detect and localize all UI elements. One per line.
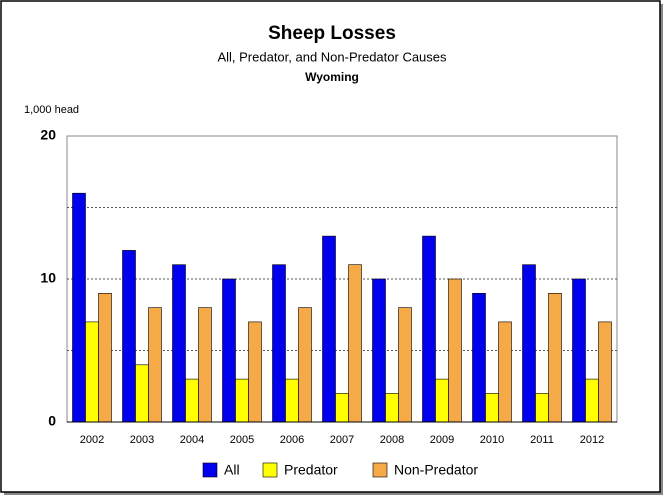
legend-label: All bbox=[224, 462, 240, 478]
bar bbox=[322, 235, 336, 423]
legend-label: Predator bbox=[284, 462, 338, 478]
bar bbox=[122, 250, 136, 423]
x-tick-label: 2002 bbox=[80, 434, 104, 446]
x-tick-label: 2006 bbox=[280, 434, 304, 446]
bar bbox=[472, 292, 486, 423]
bar bbox=[485, 393, 499, 423]
x-tick-label: 2003 bbox=[130, 434, 154, 446]
legend-label: Non-Predator bbox=[394, 462, 478, 478]
y-tick-label: 20 bbox=[40, 127, 56, 143]
chart-title: Sheep Losses bbox=[268, 23, 396, 44]
bar bbox=[522, 264, 536, 423]
x-tick-label: 2004 bbox=[180, 434, 204, 446]
bar bbox=[335, 393, 349, 423]
bar bbox=[148, 307, 162, 423]
chart-subtitle: All, Predator, and Non-Predator Causes bbox=[217, 49, 447, 64]
bar bbox=[435, 378, 449, 423]
x-tick-label: 2005 bbox=[230, 434, 254, 446]
bar bbox=[348, 264, 362, 423]
y-axis-label: 1,000 head bbox=[24, 104, 79, 116]
bar bbox=[598, 321, 612, 423]
bar bbox=[498, 321, 512, 423]
x-tick-label: 2012 bbox=[580, 434, 604, 446]
bar bbox=[585, 378, 599, 423]
bar bbox=[135, 364, 149, 423]
bar bbox=[72, 192, 86, 423]
bar bbox=[422, 235, 436, 423]
y-tick-label: 10 bbox=[40, 270, 56, 286]
bar bbox=[285, 378, 299, 423]
chart-subtitle: Wyoming bbox=[305, 70, 359, 84]
bar bbox=[372, 278, 386, 423]
bar bbox=[185, 378, 199, 423]
legend-swatch bbox=[262, 462, 278, 478]
bar bbox=[198, 307, 212, 423]
x-tick-label: 2010 bbox=[480, 434, 504, 446]
bar bbox=[222, 278, 236, 423]
bar bbox=[298, 307, 312, 423]
legend-swatch bbox=[372, 462, 388, 478]
y-tick-label: 0 bbox=[48, 413, 56, 429]
x-tick-label: 2008 bbox=[380, 434, 404, 446]
bar bbox=[85, 321, 99, 423]
bar bbox=[572, 278, 586, 423]
bar bbox=[535, 393, 549, 423]
bar bbox=[235, 378, 249, 423]
bar bbox=[548, 292, 562, 423]
bar bbox=[398, 307, 412, 423]
bar bbox=[448, 278, 462, 423]
x-tick-label: 2011 bbox=[530, 434, 554, 446]
x-tick-label: 2007 bbox=[330, 434, 354, 446]
bar bbox=[172, 264, 186, 423]
bar bbox=[272, 264, 286, 423]
x-tick-label: 2009 bbox=[430, 434, 454, 446]
bar bbox=[248, 321, 262, 423]
bar bbox=[385, 393, 399, 423]
legend-swatch bbox=[202, 462, 218, 478]
bar bbox=[98, 292, 112, 423]
